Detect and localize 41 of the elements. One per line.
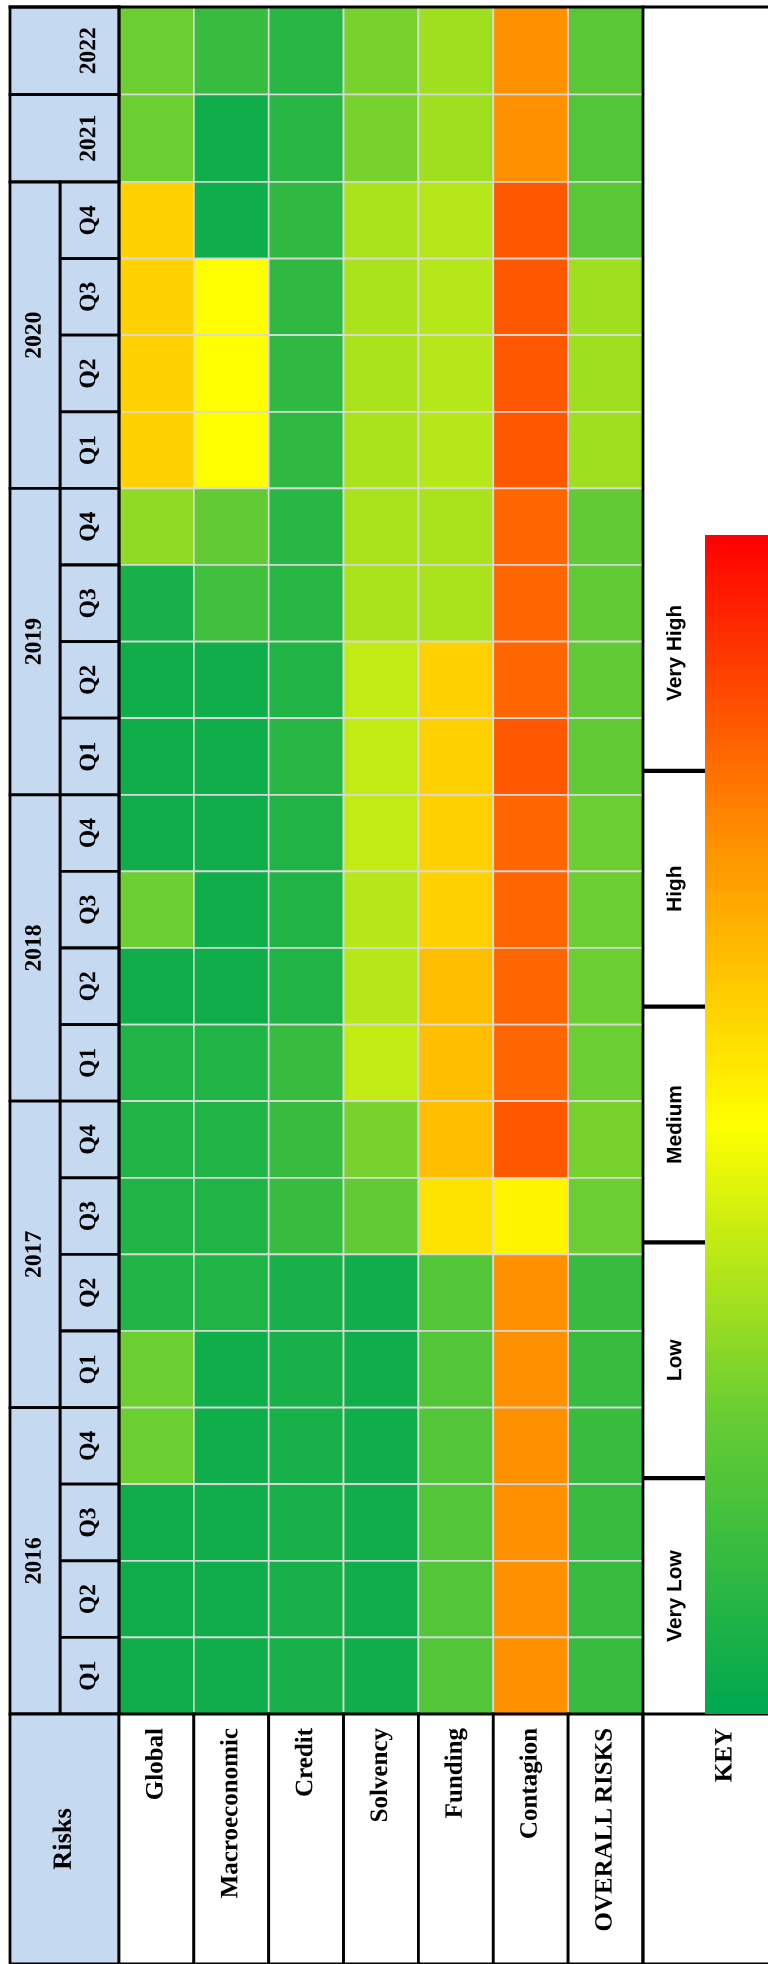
- y-tick-label: Q1: [79, 1661, 100, 1690]
- y-tick-label: Q2: [79, 359, 100, 388]
- y-tick-label: Q1: [79, 742, 100, 771]
- x-tick-label: Credit: [294, 1728, 313, 1796]
- text: Risks: [52, 1808, 72, 1870]
- text: 2016: [24, 1537, 41, 1584]
- y-tick-label: Q1: [79, 1355, 100, 1384]
- y-tick-label: Q2: [79, 972, 100, 1001]
- y-tick-label: 2021: [79, 115, 96, 161]
- y-tick-label: Q2: [79, 1278, 100, 1307]
- x-tick-label: Global: [145, 1728, 163, 1800]
- color-bar-label: Very High: [666, 606, 686, 701]
- y-tick-label: Q4: [79, 1124, 100, 1154]
- text: 2020: [24, 312, 41, 358]
- y-tick-label: Q4: [79, 818, 100, 848]
- y-tick-label: Q4: [79, 512, 100, 541]
- x-tick-label: Solvency: [369, 1728, 393, 1822]
- x-tick-label: Macroeconomic: [219, 1728, 238, 1898]
- y-tick-label: Q2: [79, 1585, 100, 1614]
- text: 2018: [24, 925, 41, 971]
- color-bar-label: Low: [666, 1339, 682, 1380]
- y-tick-label: Q3: [79, 895, 100, 924]
- y-tick-label: Q4: [79, 1431, 100, 1460]
- x-tick-label: Contagion: [519, 1728, 543, 1838]
- text: 2017: [24, 1231, 41, 1278]
- y-tick-label: Q3: [79, 1508, 100, 1537]
- color-bar-title: KEY: [715, 1728, 732, 1782]
- text: 2019: [24, 618, 41, 665]
- y-tick-label: Q2: [79, 665, 100, 694]
- y-tick-label: 2022: [79, 28, 96, 74]
- color-bar-label: Medium: [666, 1086, 682, 1163]
- color-bar-label: High: [666, 866, 686, 911]
- y-tick-label: Q4: [79, 205, 100, 235]
- color-bar-label: Very Low: [666, 1550, 686, 1642]
- y-tick-label: Q3: [79, 589, 100, 618]
- y-tick-label: Q1: [79, 436, 100, 465]
- y-tick-label: Q3: [79, 282, 100, 311]
- y-tick-label: Q1: [79, 1049, 100, 1077]
- x-tick-label: OVERALL RISKS: [595, 1729, 612, 1931]
- y-tick-label: Q3: [79, 1201, 100, 1231]
- x-tick-label: Funding: [444, 1728, 468, 1818]
